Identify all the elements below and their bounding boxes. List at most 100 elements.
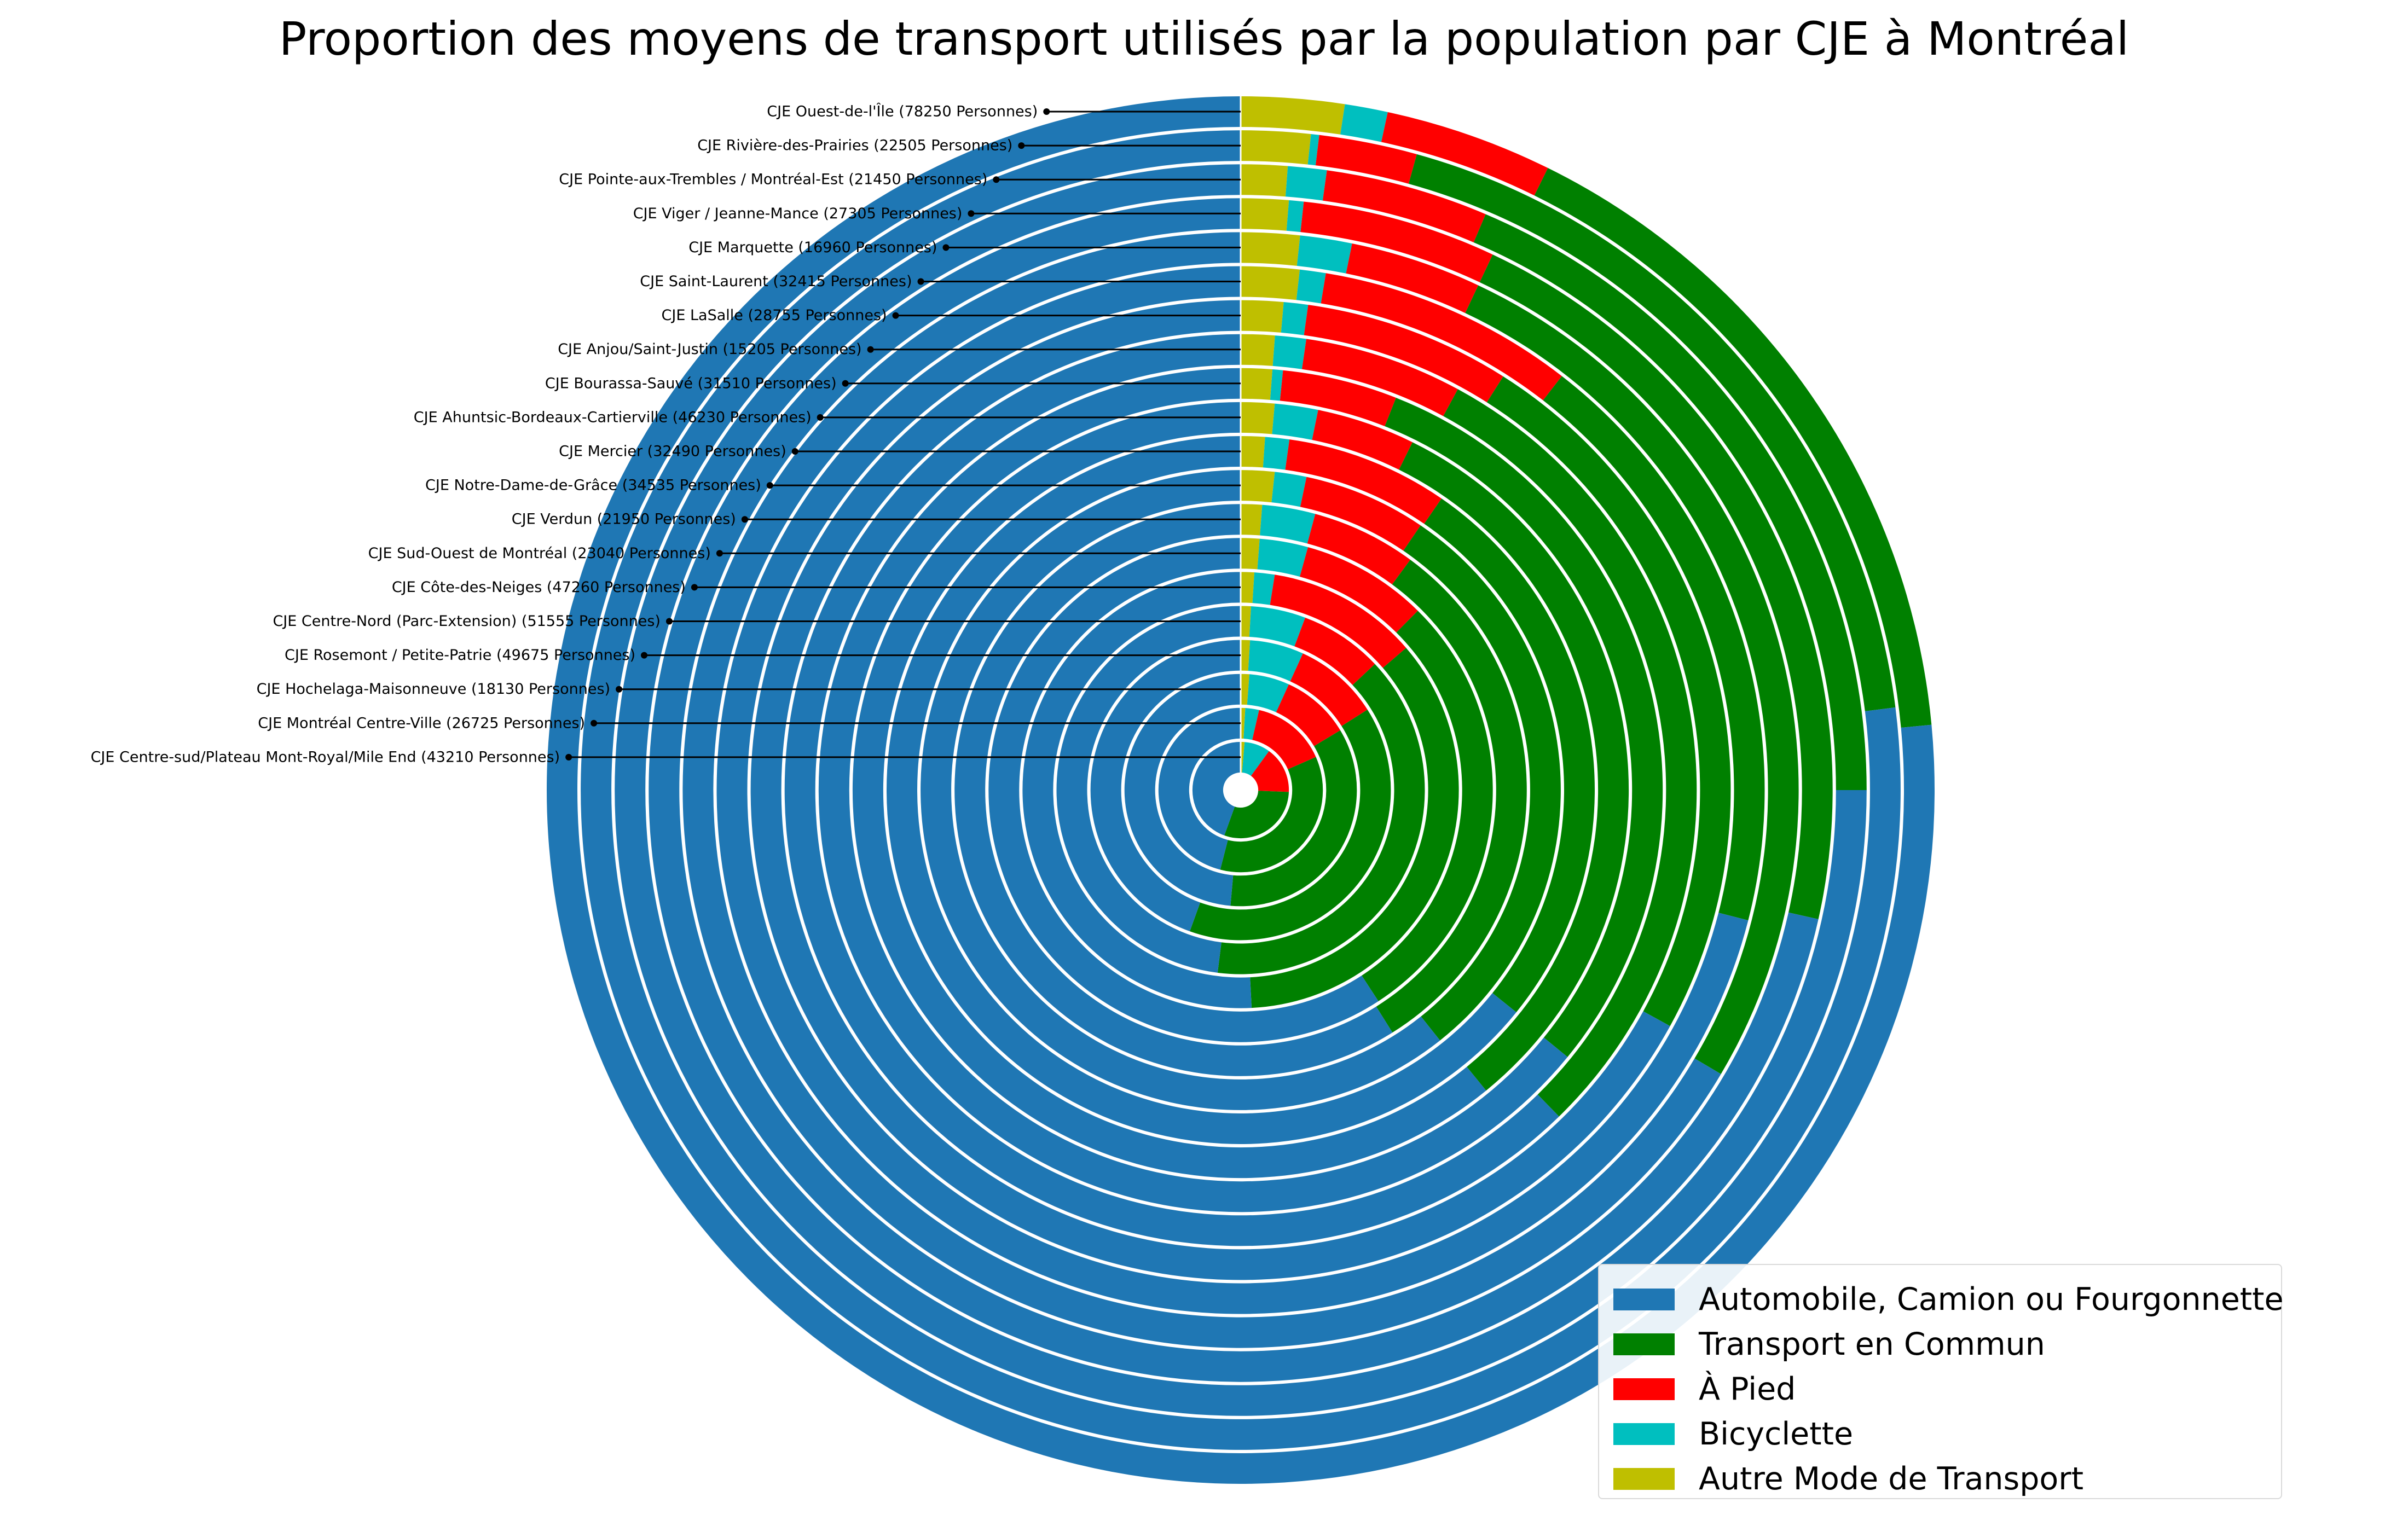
bar-segment-automobile — [852, 402, 1486, 1179]
legend-label-a-pied: À Pied — [1699, 1371, 1796, 1407]
bar-segment-transport-en-commun — [1220, 757, 1323, 873]
label-marker — [892, 312, 899, 319]
bar-segment-automobile — [1022, 572, 1252, 1008]
ring-label: CJE Notre-Dame-de-Grâce (34535 Personnes… — [425, 477, 761, 494]
label-marker — [942, 244, 950, 251]
ring-label: CJE Centre-Nord (Parc-Extension) (51555 … — [273, 613, 661, 630]
bar-segment-autre — [1241, 402, 1275, 434]
bar-segment-a-pied — [1312, 410, 1413, 470]
ring-6 — [716, 266, 1765, 1314]
bar-segment-automobile — [1192, 741, 1241, 835]
bar-segment-autre — [1241, 504, 1263, 536]
bar-segment-transport-en-commun — [1250, 648, 1459, 1008]
bar-segment-bicyclette — [1263, 437, 1290, 470]
ring-12 — [921, 470, 1561, 1110]
bar-segment-autre — [1241, 300, 1284, 333]
ring-label: CJE Rosemont / Petite-Patrie (49675 Pers… — [285, 647, 635, 664]
label-marker — [791, 448, 798, 455]
ring-8 — [784, 334, 1697, 1246]
ring-16 — [1056, 606, 1425, 974]
bar-segment-bicyclette — [1252, 572, 1275, 605]
ring-label: CJE LaSalle (28755 Personnes) — [662, 307, 887, 324]
ring-label: CJE Verdun (21950 Personnes) — [512, 511, 736, 528]
bar-segment-a-pied — [1346, 243, 1479, 314]
ring-label: CJE Côte-des-Neiges (47260 Personnes) — [392, 579, 686, 596]
label-marker — [691, 584, 698, 591]
ring-9 — [818, 368, 1663, 1212]
ring-label: CJE Pointe-aux-Trembles / Montréal-Est (… — [559, 171, 987, 188]
bar-segment-a-pied — [1294, 617, 1375, 685]
legend-swatch-bicyclette — [1613, 1423, 1675, 1445]
bar-segment-a-pied — [1276, 684, 1341, 746]
bar-segment-a-pied — [1300, 201, 1493, 282]
bar-segment-transport-en-commun — [1473, 214, 1867, 790]
label-marker — [766, 482, 773, 489]
bar-segment-bicyclette — [1286, 200, 1304, 233]
label-marker — [616, 686, 623, 693]
bar-segment-autre — [1241, 538, 1260, 570]
bar-segment-transport-en-commun — [1362, 611, 1493, 1001]
label-marker — [665, 618, 673, 625]
ring-1 — [547, 96, 1935, 1484]
bar-segment-autre — [1241, 436, 1265, 468]
label-marker — [867, 346, 874, 353]
legend-swatch-a-pied — [1613, 1378, 1675, 1400]
ring-4 — [649, 198, 1833, 1382]
ring-label: CJE Centre-sud/Plateau Mont-Royal/Mile E… — [91, 748, 560, 765]
bar-segment-bicyclette — [1248, 640, 1303, 682]
bar-segment-a-pied — [1315, 135, 1417, 184]
bar-segment-bicyclette — [1260, 504, 1316, 544]
legend-item-transport-en-commun: Transport en Commun — [1613, 1322, 2267, 1367]
legend-swatch-transport-en-commun — [1613, 1333, 1675, 1355]
label-marker — [842, 380, 849, 387]
ring-18 — [1124, 674, 1357, 907]
bar-segment-bicyclette — [1296, 269, 1326, 304]
bar-segment-transport-en-commun — [1376, 559, 1527, 1033]
label-marker — [968, 210, 975, 217]
label-marker — [1018, 142, 1025, 149]
bar-segment-transport-en-commun — [1424, 498, 1595, 1013]
legend-item-bicyclette: Bicyclette — [1613, 1412, 2267, 1456]
legend-swatch-automobile — [1613, 1289, 1675, 1310]
rings-layer — [547, 95, 1935, 1484]
bar-segment-a-pied — [1322, 170, 1486, 242]
ring-13 — [954, 504, 1527, 1076]
label-marker — [591, 719, 598, 727]
bar-segment-transport-en-commun — [1543, 376, 1765, 921]
bar-segment-transport-en-commun — [1190, 709, 1391, 941]
bar-segment-autre — [1241, 198, 1289, 231]
bar-segment-automobile — [1056, 606, 1241, 973]
label-marker — [716, 550, 723, 557]
label-marker — [641, 652, 648, 659]
bar-segment-autre — [1241, 470, 1275, 503]
bar-segment-bicyclette — [1272, 403, 1318, 440]
bar-segment-bicyclette — [1242, 742, 1269, 776]
bar-segment-bicyclette — [1307, 134, 1319, 166]
bar-segment-transport-en-commun — [1385, 397, 1663, 1057]
bar-segment-autre — [1241, 741, 1245, 773]
bar-segment-autre — [1241, 674, 1249, 705]
bar-segment-autre — [1241, 130, 1311, 165]
ring-label: CJE Hochelaga-Maisonneuve (18130 Personn… — [257, 681, 610, 698]
bar-segment-automobile — [818, 368, 1568, 1212]
legend-item-automobile: Automobile, Camion ou Fourgonnette — [1613, 1277, 2284, 1322]
ring-10 — [852, 402, 1629, 1179]
bar-segment-bicyclette — [1243, 708, 1259, 740]
ring-7 — [750, 300, 1731, 1280]
legend-label-bicyclette: Bicyclette — [1699, 1416, 1854, 1452]
bar-segment-transport-en-commun — [1399, 442, 1629, 1091]
bar-segment-autre — [1241, 572, 1255, 603]
bar-segment-transport-en-commun — [1217, 664, 1425, 974]
bar-segment-autre — [1241, 164, 1288, 197]
ring-2 — [581, 130, 1901, 1450]
bar-segment-a-pied — [1307, 514, 1410, 585]
legend-item-autre: Autre Mode de Transport — [1613, 1456, 2267, 1501]
bar-segment-a-pied — [1251, 751, 1289, 792]
bar-segment-a-pied — [1381, 112, 1548, 196]
ring-label: CJE Bourassa-Sauvé (31510 Personnes) — [545, 375, 837, 392]
label-marker — [817, 414, 824, 421]
bar-segment-transport-en-commun — [1479, 254, 1833, 919]
bar-segment-autre — [1241, 96, 1345, 135]
ring-5 — [682, 232, 1799, 1348]
